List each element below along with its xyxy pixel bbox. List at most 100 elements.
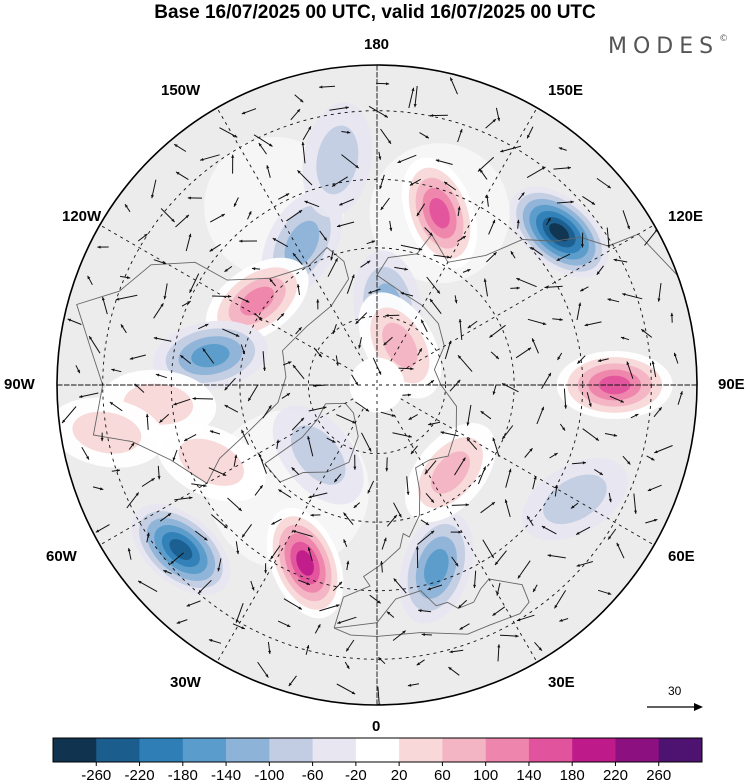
wind-arrowhead	[285, 193, 290, 197]
wind-arrowhead	[265, 674, 269, 678]
wind-arrowhead	[466, 422, 470, 426]
wind-arrowhead	[125, 204, 128, 208]
anomaly-contour	[543, 474, 607, 525]
wind-arrowhead	[527, 134, 530, 139]
wind-arrowhead	[527, 516, 531, 520]
wind-arrowhead	[429, 232, 433, 236]
wind-arrowhead	[538, 647, 542, 651]
map-title: Base 16/07/2025 00 UTC, valid 16/07/2025…	[154, 2, 596, 23]
wind-arrowhead	[310, 513, 314, 517]
wind-arrowhead	[389, 227, 393, 232]
wind-arrowhead	[407, 683, 412, 687]
wind-arrowhead	[548, 372, 551, 377]
wind-arrowhead	[234, 203, 237, 207]
colorbar-tick-label: 260	[646, 767, 671, 783]
wind-arrowhead	[292, 253, 297, 257]
wind-arrowhead	[186, 603, 191, 607]
wind-arrowhead	[339, 202, 343, 206]
wind-vector	[361, 432, 372, 452]
wind-arrowhead	[159, 419, 163, 423]
wind-arrowhead	[436, 290, 440, 294]
wind-arrowhead	[416, 212, 420, 217]
wind-arrowhead	[157, 476, 161, 480]
wind-arrowhead	[291, 467, 295, 471]
wind-arrowhead	[209, 248, 214, 252]
wind-arrowhead	[337, 621, 341, 624]
wind-arrowhead	[151, 194, 154, 199]
wind-arrowhead	[236, 550, 240, 555]
wind-vector	[417, 530, 435, 545]
wind-arrowhead	[269, 143, 273, 147]
wind-arrowhead	[368, 290, 372, 294]
wind-arrowhead	[596, 271, 600, 275]
wind-arrowhead	[670, 312, 674, 317]
wind-arrowhead	[416, 662, 421, 666]
wind-arrowhead	[467, 325, 472, 329]
wind-arrowhead	[595, 437, 599, 441]
wind-arrowhead	[559, 318, 563, 321]
wind-arrowhead	[334, 258, 338, 262]
wind-vector	[199, 154, 220, 161]
wind-arrowhead	[204, 324, 209, 327]
wind-arrowhead	[127, 548, 131, 552]
wind-arrowhead	[365, 408, 370, 412]
wind-arrowhead	[608, 536, 612, 540]
wind-arrowhead	[353, 504, 357, 508]
lon-label-120e: 120E	[668, 208, 704, 225]
wind-vector	[160, 208, 175, 223]
wind-arrowhead	[411, 87, 415, 92]
wind-arrowhead	[651, 457, 655, 461]
wind-arrowhead	[371, 240, 376, 244]
wind-arrowhead	[492, 119, 496, 123]
anomaly-contour	[191, 343, 230, 368]
wind-arrowhead	[248, 397, 252, 402]
wind-arrowhead	[258, 453, 262, 458]
wind-arrowhead	[504, 499, 508, 503]
wind-arrowhead	[188, 233, 192, 238]
wind-arrowhead	[228, 294, 232, 298]
wind-arrowhead	[570, 200, 574, 204]
wind-arrowhead	[532, 338, 535, 342]
wind-arrowhead	[304, 200, 308, 204]
wind-arrowhead	[388, 140, 391, 144]
wind-arrowhead	[377, 600, 381, 604]
wind-arrowhead	[502, 435, 506, 440]
wind-arrowhead	[576, 563, 580, 567]
colorbar-tick-label: -180	[168, 767, 198, 783]
wind-arrowhead	[597, 359, 602, 362]
wind-arrowhead	[516, 219, 520, 224]
pole-area	[349, 357, 405, 413]
wind-arrowhead	[198, 589, 202, 594]
wind-arrowhead	[620, 399, 624, 403]
wind-arrowhead	[418, 247, 423, 251]
wind-vector	[292, 530, 313, 537]
wind-arrowhead	[430, 380, 434, 384]
colorbar-tick-label: -60	[302, 767, 324, 783]
wind-vector	[368, 105, 389, 118]
wind-arrowhead	[79, 395, 83, 398]
wind-arrowhead	[153, 336, 158, 340]
wind-arrowhead	[465, 503, 469, 507]
wind-arrowhead	[306, 645, 310, 649]
wind-arrowhead	[241, 429, 245, 434]
wind-arrowhead	[492, 219, 496, 224]
wind-arrowhead	[454, 300, 458, 304]
wind-arrowhead	[517, 575, 521, 579]
wind-arrowhead	[298, 327, 302, 331]
wind-arrowhead	[355, 381, 358, 386]
wind-arrowhead	[224, 405, 229, 408]
colorbar-swatch	[658, 738, 703, 762]
wind-arrowhead	[87, 275, 91, 280]
wind-arrowhead	[138, 580, 142, 584]
wind-arrowhead	[308, 126, 311, 130]
wind-arrowhead	[378, 156, 382, 160]
wind-arrowhead	[204, 537, 208, 541]
coastline	[264, 402, 359, 483]
wind-arrowhead	[415, 546, 419, 550]
lon-label-60e: 60E	[668, 548, 695, 565]
anomaly-contour	[169, 539, 193, 561]
wind-arrowhead	[380, 561, 384, 565]
wind-vector	[115, 294, 138, 301]
wind-arrowhead	[332, 439, 336, 443]
wind-arrowhead	[410, 367, 414, 371]
